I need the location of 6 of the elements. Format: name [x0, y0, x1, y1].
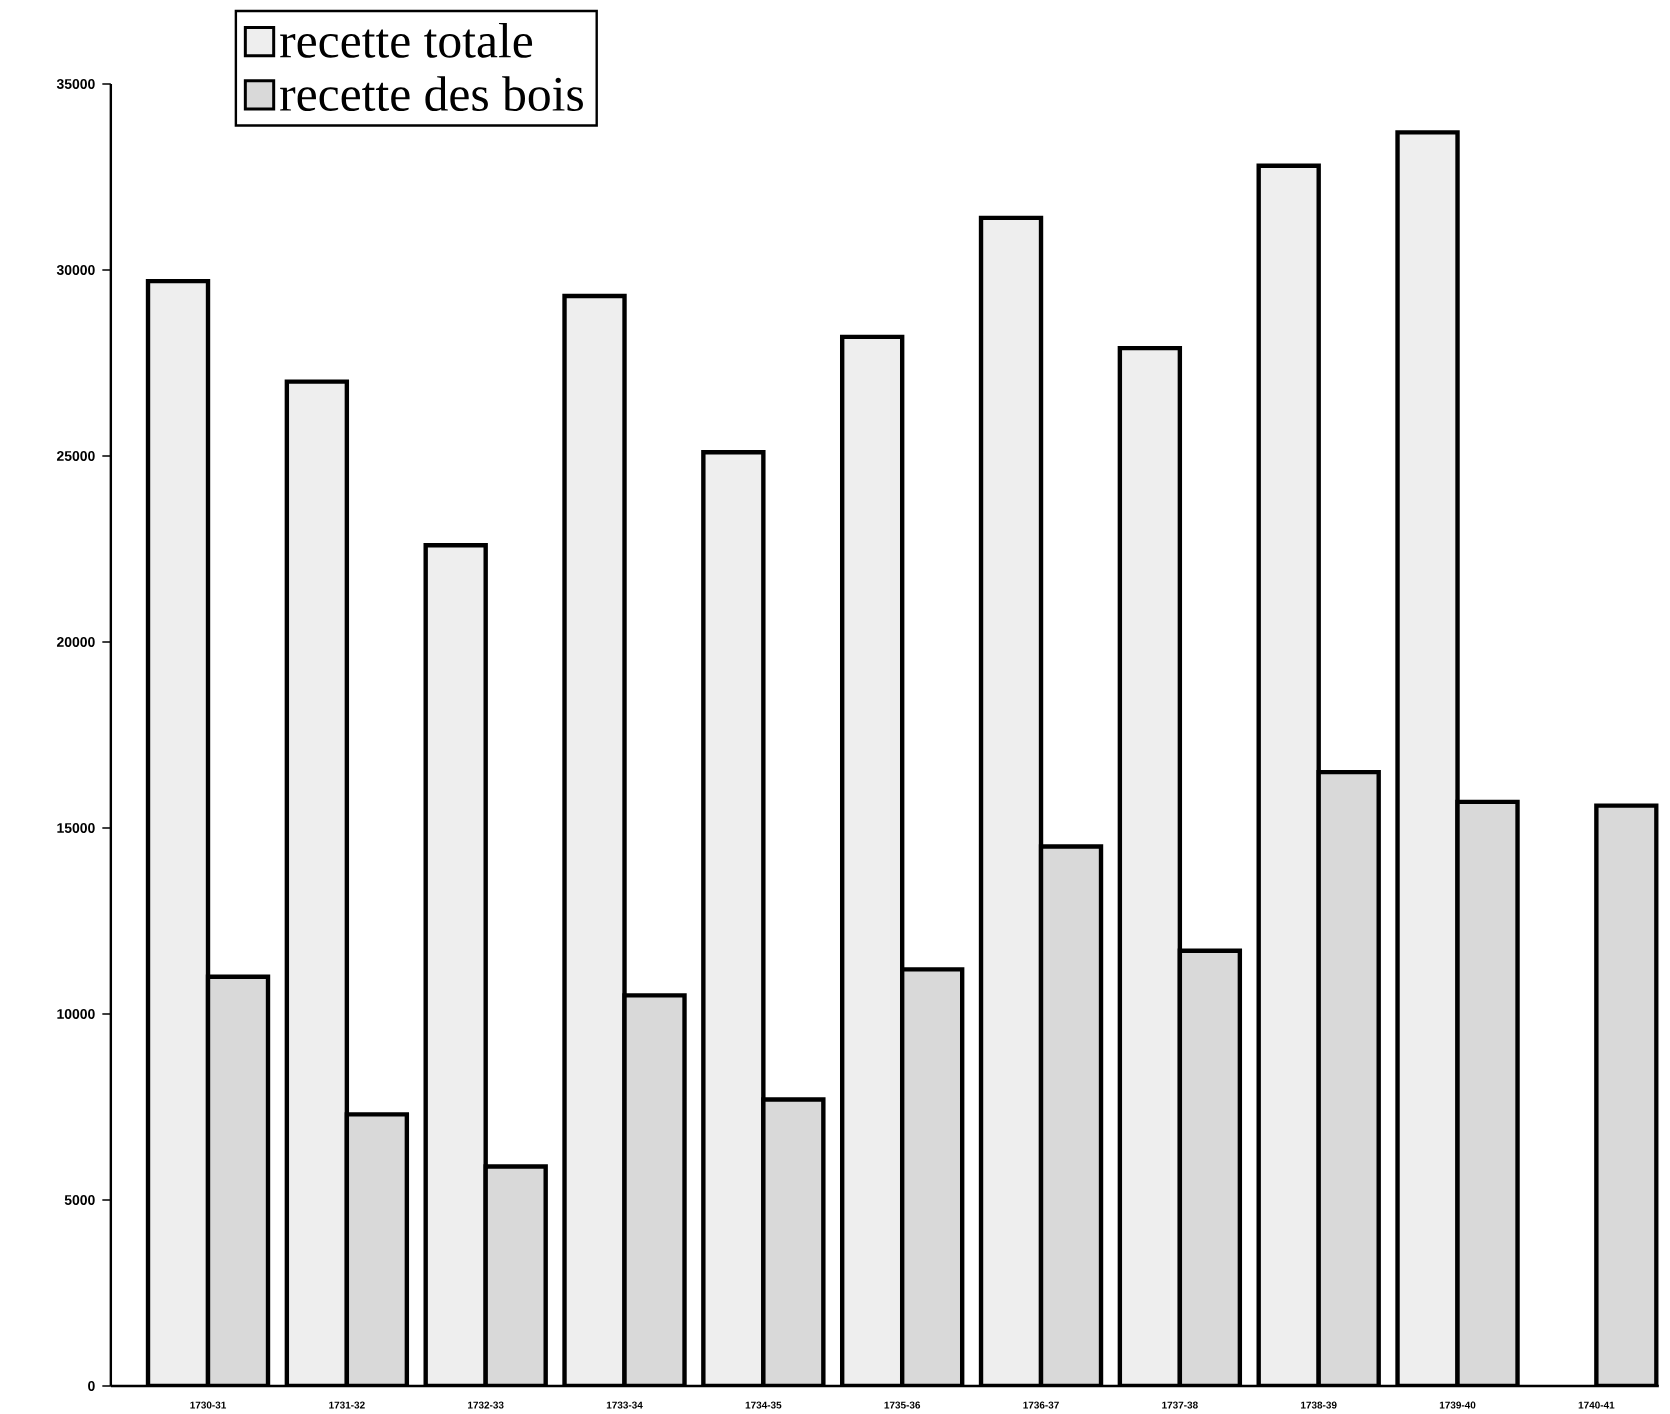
bar	[483, 1164, 548, 1386]
bar	[622, 993, 687, 1386]
legend-label: recette des bois	[280, 76, 583, 112]
bar	[1594, 803, 1659, 1386]
bar	[761, 1097, 826, 1386]
legend-label: recette totale	[280, 22, 533, 58]
